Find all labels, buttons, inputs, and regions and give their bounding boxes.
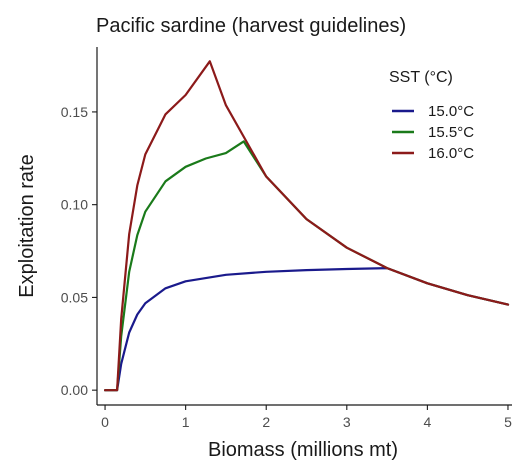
y-tick-label: 0.10 [61,197,88,213]
legend-label: 16.0°C [428,145,474,162]
x-tick-label: 4 [423,414,431,430]
y-tick-label: 0.05 [61,289,88,305]
series-line [104,267,510,392]
legend-label: 15.0°C [428,103,474,120]
series-lines [104,60,510,392]
y-tick-label: 0.00 [61,382,88,398]
legend-label: 15.5°C [428,124,474,141]
x-tick-label: 2 [262,414,270,430]
x-tick-label: 1 [182,414,190,430]
plot-area: 0.00 0.05 0.10 0.15 0 1 2 3 4 5 [61,47,512,430]
legend-items: 15.0°C 15.5°C 16.0°C [392,103,474,162]
x-ticks: 0 1 2 3 4 5 [101,405,512,430]
y-axis-title: Exploitation rate [16,154,38,297]
y-ticks: 0.00 0.05 0.10 0.15 [61,104,97,398]
x-tick-label: 5 [504,414,512,430]
x-axis-title: Biomass (millions mt) [208,439,398,461]
x-tick-label: 3 [343,414,351,430]
y-tick-label: 0.15 [61,104,88,120]
series-line [104,60,510,392]
legend: SST (°C) 15.0°C 15.5°C 16.0°C [389,69,474,162]
x-tick-label: 0 [101,414,109,430]
series-line [104,140,510,392]
chart-title: Pacific sardine (harvest guidelines) [96,15,406,37]
legend-title: SST (°C) [389,69,453,86]
